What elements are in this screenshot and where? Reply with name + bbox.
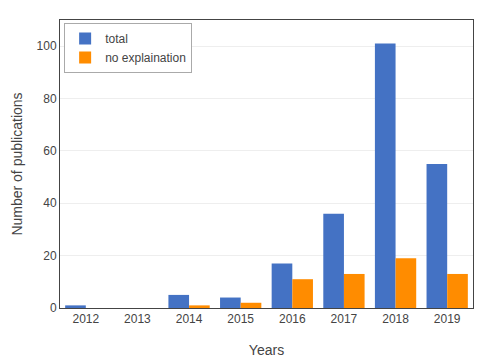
svg-text:2016: 2016 [279, 312, 306, 326]
svg-text:2017: 2017 [331, 312, 358, 326]
svg-text:0: 0 [50, 301, 57, 315]
svg-text:2012: 2012 [72, 312, 99, 326]
svg-text:2018: 2018 [382, 312, 409, 326]
svg-text:2015: 2015 [227, 312, 254, 326]
svg-text:2019: 2019 [434, 312, 461, 326]
svg-text:100: 100 [37, 39, 57, 53]
svg-text:20: 20 [43, 249, 57, 263]
svg-text:2014: 2014 [176, 312, 203, 326]
svg-text:Years: Years [249, 342, 284, 358]
svg-text:Number of publications: Number of publications [9, 92, 25, 235]
svg-text:60: 60 [43, 144, 57, 158]
svg-text:2013: 2013 [124, 312, 151, 326]
svg-text:40: 40 [43, 196, 57, 210]
svg-text:total: total [105, 32, 128, 46]
svg-text:80: 80 [43, 92, 57, 106]
svg-text:no explaination: no explaination [105, 51, 186, 65]
